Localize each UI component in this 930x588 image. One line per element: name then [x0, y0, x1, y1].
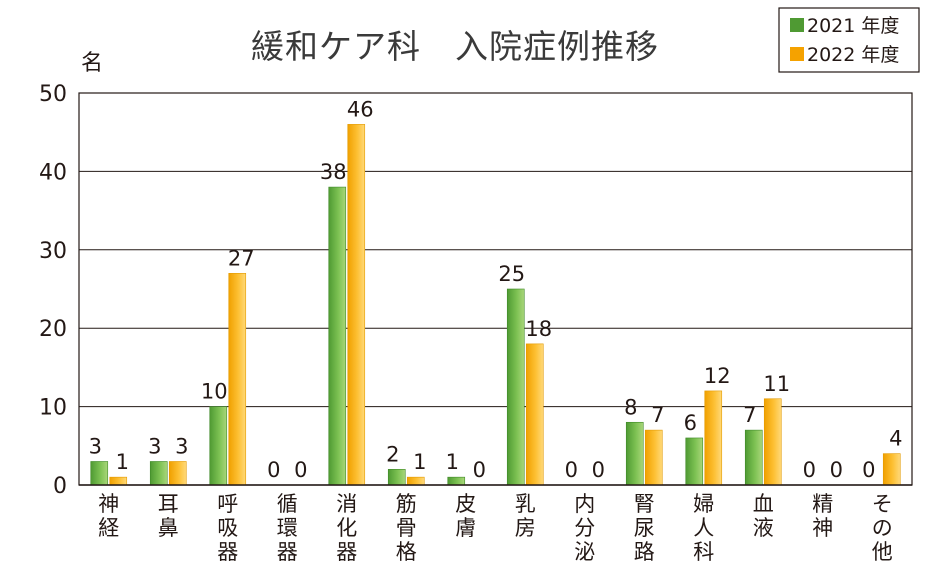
data-label-2022: 0 — [473, 458, 486, 482]
bar-2021 — [328, 186, 347, 486]
bar-2022 — [525, 343, 544, 486]
data-label-2021: 1 — [446, 450, 459, 474]
data-label-2021: 0 — [565, 458, 578, 482]
bar-2021 — [387, 469, 406, 486]
x-tick-label: 筋骨格 — [396, 492, 417, 564]
bar-2022 — [704, 390, 723, 486]
y-tick-label: 50 — [39, 82, 67, 107]
legend: 2021 年度 2022 年度 — [778, 7, 920, 73]
data-label-2021: 8 — [624, 395, 637, 419]
data-label-2022: 0 — [830, 458, 843, 482]
bar-2022 — [644, 429, 663, 486]
data-label-2022: 46 — [347, 97, 374, 121]
data-label-2021: 3 — [148, 434, 161, 458]
data-label-2022: 12 — [704, 364, 731, 388]
legend-label-2022: 2022 年度 — [807, 44, 899, 66]
bar-2022 — [882, 453, 901, 486]
plot-frame — [78, 92, 913, 486]
legend-swatch-2022 — [790, 47, 804, 61]
bar-2021 — [209, 406, 228, 486]
x-tick-label: 乳房 — [515, 492, 536, 540]
data-label-2021: 3 — [89, 434, 102, 458]
y-tick-label: 20 — [39, 317, 67, 342]
bar-2021 — [506, 288, 525, 486]
data-label-2021: 7 — [743, 403, 756, 427]
data-label-2022: 1 — [413, 450, 426, 474]
x-tick-label: 神経 — [98, 492, 119, 540]
x-tick-label: 精神 — [812, 492, 833, 540]
data-label-2022: 4 — [889, 427, 902, 451]
bar-2022 — [228, 273, 247, 486]
data-label-2021: 10 — [201, 380, 228, 404]
data-label-2021: 2 — [386, 442, 399, 466]
data-label-2022: 3 — [175, 434, 188, 458]
data-label-2021: 25 — [498, 262, 525, 286]
legend-label-2021: 2021 年度 — [807, 15, 899, 37]
x-tick-label: 血液 — [753, 492, 774, 540]
data-label-2022: 18 — [525, 317, 552, 341]
data-label-2022: 27 — [228, 246, 255, 270]
data-label-2022: 0 — [592, 458, 605, 482]
y-tick-label: 0 — [53, 474, 67, 499]
x-tick-label: その他 — [872, 492, 893, 564]
chart-title: 緩和ケア科 入院症例推移 — [251, 27, 659, 66]
bar-2022 — [763, 398, 782, 486]
data-label-2022: 11 — [763, 372, 790, 396]
x-tick-label: 循環器 — [277, 492, 298, 564]
bar-2022 — [109, 476, 128, 486]
bar-2022 — [347, 124, 366, 486]
x-tick-label: 皮膚 — [455, 492, 476, 540]
x-tick-label: 耳鼻 — [158, 492, 179, 540]
bar-2021 — [744, 429, 763, 486]
bar-2021 — [90, 461, 109, 486]
bar-2022 — [406, 476, 425, 486]
bars — [90, 124, 901, 486]
data-label-2022: 1 — [116, 450, 129, 474]
data-label-2021: 0 — [862, 458, 875, 482]
legend-swatch-2021 — [790, 18, 804, 32]
x-tick-label: 呼吸器 — [217, 492, 238, 564]
y-tick-label: 30 — [39, 239, 67, 264]
data-label-2021: 6 — [684, 411, 697, 435]
data-label-2021: 0 — [803, 458, 816, 482]
bar-2021 — [149, 461, 168, 486]
y-tick-label: 40 — [39, 160, 67, 185]
x-tick-label: 婦人科 — [693, 492, 714, 564]
y-axis-unit-label: 名 — [81, 51, 103, 76]
data-label-2021: 38 — [320, 160, 347, 184]
data-label-2022: 0 — [294, 458, 307, 482]
y-tick-label: 10 — [39, 396, 67, 421]
bar-2021 — [447, 476, 466, 486]
bar-2021 — [685, 437, 704, 486]
x-tick-label: 消化器 — [336, 492, 357, 564]
x-tick-label: 腎尿路 — [634, 492, 655, 564]
gridlines — [78, 92, 913, 486]
bar-2022 — [168, 461, 187, 486]
data-label-2021: 0 — [267, 458, 280, 482]
bar-2021 — [625, 421, 644, 486]
x-tick-label: 内分泌 — [574, 492, 595, 564]
data-label-2022: 7 — [651, 403, 664, 427]
axes: 01020304050神経耳鼻呼吸器循環器消化器筋骨格皮膚乳房内分泌腎尿路婦人科… — [39, 82, 912, 564]
